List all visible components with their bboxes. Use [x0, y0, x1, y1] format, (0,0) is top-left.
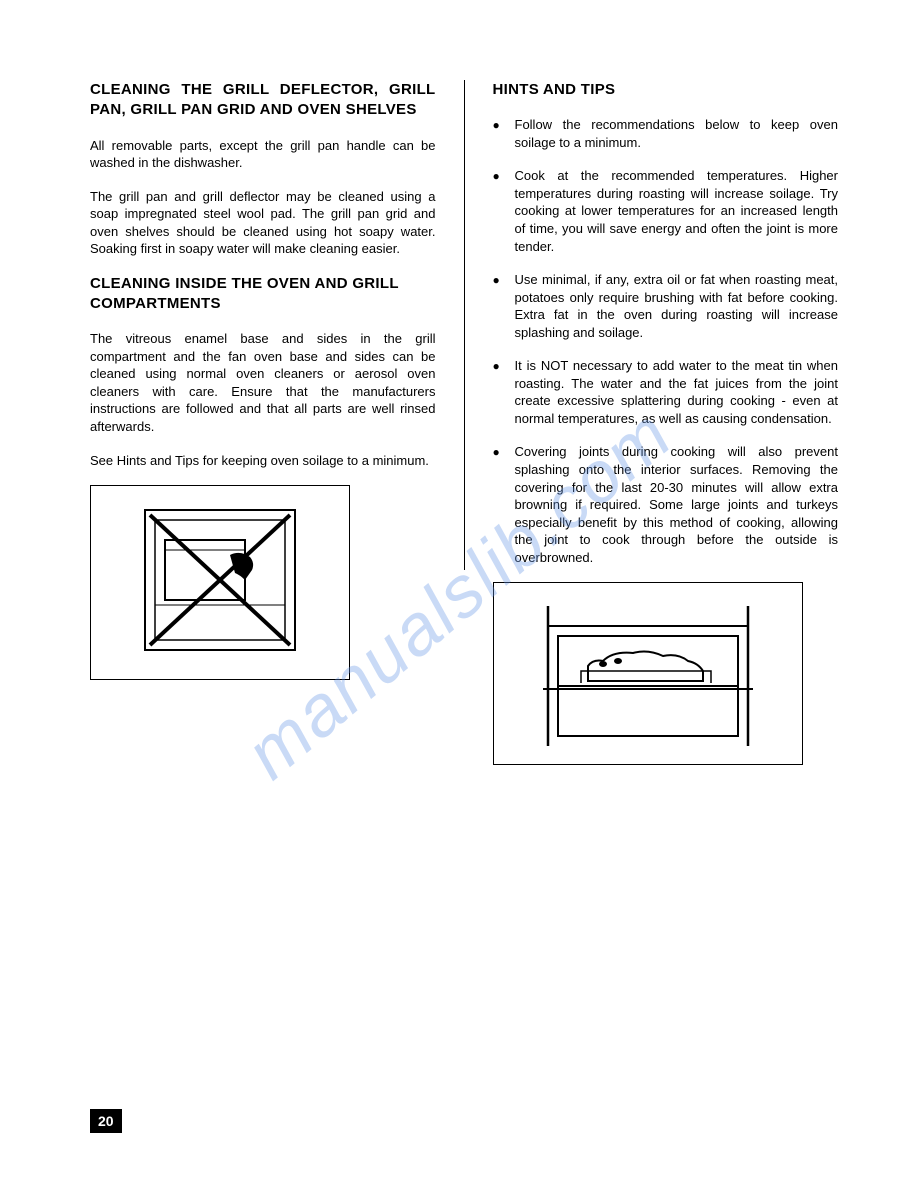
column-divider: [464, 80, 465, 570]
right-column: HINTS AND TIPS Follow the recommendation…: [485, 80, 839, 765]
illustration-oven-crossed: [90, 485, 350, 680]
para-grill-pan: The grill pan and grill deflector may be…: [90, 188, 436, 258]
para-see-hints: See Hints and Tips for keeping oven soil…: [90, 452, 436, 470]
bullet-item: Cook at the recommended temperatures. Hi…: [493, 167, 839, 255]
page-number: 20: [90, 1109, 122, 1133]
bullet-item: Covering joints during cooking will also…: [493, 443, 839, 566]
para-removable-parts: All removable parts, except the grill pa…: [90, 137, 436, 172]
left-column: CLEANING THE GRILL DEFLECTOR, GRILL PAN,…: [90, 80, 444, 765]
heading-cleaning-inside: CLEANING INSIDE THE OVEN AND GRILL COMPA…: [90, 274, 436, 315]
hints-bullet-list: Follow the recommendations below to keep…: [493, 116, 839, 566]
page-content: CLEANING THE GRILL DEFLECTOR, GRILL PAN,…: [90, 80, 838, 765]
bullet-item: Use minimal, if any, extra oil or fat wh…: [493, 271, 839, 341]
bullet-item: Follow the recommendations below to keep…: [493, 116, 839, 151]
heading-hints-tips: HINTS AND TIPS: [493, 80, 839, 100]
bullet-item: It is NOT necessary to add water to the …: [493, 357, 839, 427]
illustration-oven-roast: [493, 582, 803, 765]
heading-cleaning-grill: CLEANING THE GRILL DEFLECTOR, GRILL PAN,…: [90, 80, 436, 121]
para-vitreous-enamel: The vitreous enamel base and sides in th…: [90, 330, 436, 435]
